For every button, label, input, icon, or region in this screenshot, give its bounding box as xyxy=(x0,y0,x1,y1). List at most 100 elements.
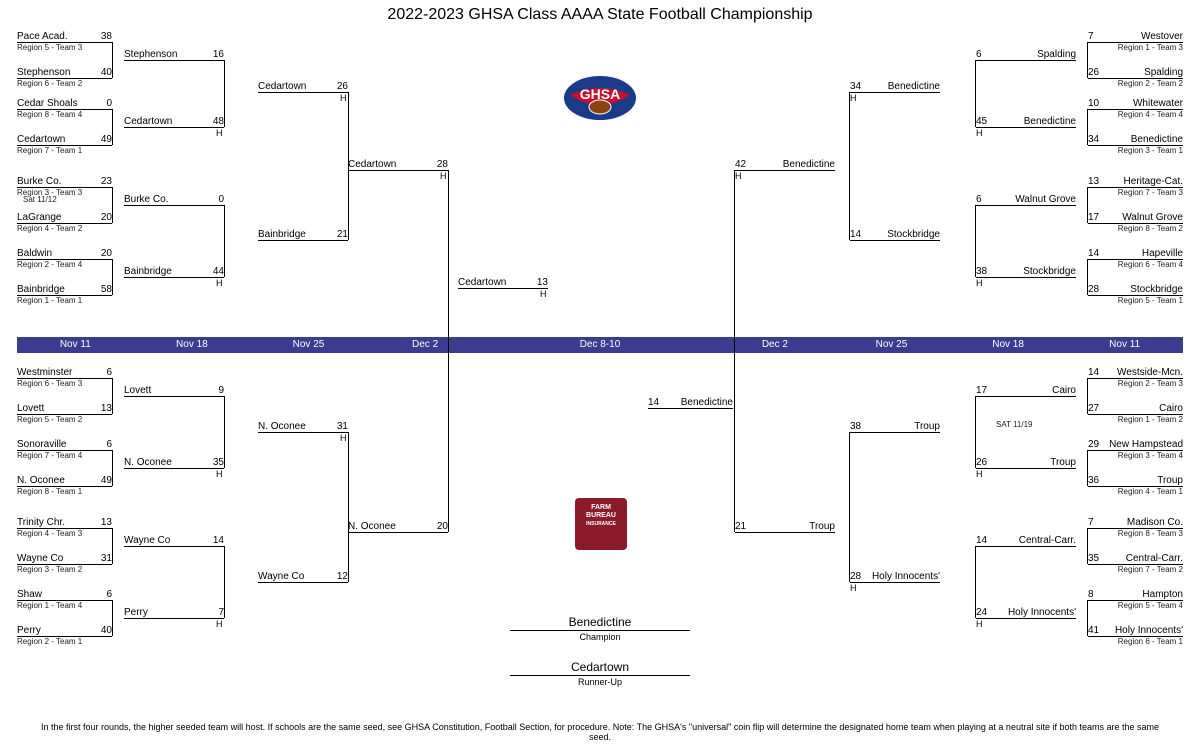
region-label: Region 6 - Team 1 xyxy=(1088,637,1183,646)
region-label: Region 1 - Team 4 xyxy=(17,601,112,610)
team-slot: N. Oconee35 xyxy=(124,456,224,469)
team-slot: Troup38 xyxy=(850,420,940,433)
champion-block: BenedictineChampion xyxy=(510,615,690,642)
team-slot: Benedictine42 xyxy=(735,158,835,171)
home-marker: H xyxy=(850,93,857,103)
team-slot: Madison Co.7 xyxy=(1088,516,1183,529)
home-marker: H xyxy=(976,619,983,629)
team-slot: Benedictine14 xyxy=(648,396,733,409)
region-label: Region 2 - Team 3 xyxy=(1088,379,1183,388)
home-marker: H xyxy=(340,93,347,103)
team-slot: Central-Carr.35 xyxy=(1088,552,1183,565)
team-slot: Troup36 xyxy=(1088,474,1183,487)
region-label: Region 3 - Team 4 xyxy=(1088,451,1183,460)
team-slot: Heritage-Cat.13 xyxy=(1088,175,1183,188)
region-label: Region 7 - Team 4 xyxy=(17,451,112,460)
team-slot: N. Oconee20 xyxy=(348,520,448,533)
home-marker: H xyxy=(216,128,223,138)
team-slot: Westminster6 xyxy=(17,366,112,379)
home-marker: H xyxy=(216,469,223,479)
team-slot: Whitewater10 xyxy=(1088,97,1183,110)
team-slot: Pace Acad.38 xyxy=(17,30,112,43)
team-slot: Troup26 xyxy=(976,456,1076,469)
home-marker: H xyxy=(340,433,347,443)
home-marker: H xyxy=(976,278,983,288)
team-slot: Benedictine34 xyxy=(1088,133,1183,146)
team-slot: Cairo17 xyxy=(976,384,1076,397)
region-label: Sat 11/12 xyxy=(23,195,103,204)
team-slot: Holy Innocents'24 xyxy=(976,606,1076,619)
team-slot: Perry40 xyxy=(17,624,112,637)
region-label: Region 6 - Team 3 xyxy=(17,379,112,388)
region-label: Region 5 - Team 4 xyxy=(1088,601,1183,610)
home-marker: H xyxy=(850,583,857,593)
team-slot: Baldwin20 xyxy=(17,247,112,260)
team-slot: Bainbridge44 xyxy=(124,265,224,278)
region-label: Region 4 - Team 1 xyxy=(1088,487,1183,496)
team-slot: Westside-Mcn.14 xyxy=(1088,366,1183,379)
region-label: Region 3 - Team 2 xyxy=(17,565,112,574)
footnote: In the first four rounds, the higher see… xyxy=(40,722,1160,742)
team-slot: Bainbridge58 xyxy=(17,283,112,296)
team-slot: Wayne Co14 xyxy=(124,534,224,547)
region-label: Region 8 - Team 2 xyxy=(1088,224,1183,233)
team-slot: Perry7 xyxy=(124,606,224,619)
team-slot: Hampton8 xyxy=(1088,588,1183,601)
region-label: Region 4 - Team 3 xyxy=(17,529,112,538)
team-slot: Shaw6 xyxy=(17,588,112,601)
team-slot: Troup21 xyxy=(735,520,835,533)
home-marker: H xyxy=(976,128,983,138)
region-label: Region 8 - Team 4 xyxy=(17,110,112,119)
team-slot: New Hampstead29 xyxy=(1088,438,1183,451)
team-slot: Walnut Grove6 xyxy=(976,193,1076,206)
team-slot: Central-Carr.14 xyxy=(976,534,1076,547)
team-slot: Burke Co.23 xyxy=(17,175,112,188)
team-slot: Cairo27 xyxy=(1088,402,1183,415)
region-label: Region 5 - Team 2 xyxy=(17,415,112,424)
team-slot: Cedartown49 xyxy=(17,133,112,146)
team-slot: Holy Innocents'28 xyxy=(850,570,940,583)
region-label: Region 2 - Team 2 xyxy=(1088,79,1183,88)
region-label: Region 5 - Team 1 xyxy=(1088,296,1183,305)
home-marker: H xyxy=(216,278,223,288)
team-slot: Stockbridge38 xyxy=(976,265,1076,278)
region-label: Region 4 - Team 4 xyxy=(1088,110,1183,119)
runnerup-block: CedartownRunner-Up xyxy=(510,660,690,687)
region-label: Region 8 - Team 1 xyxy=(17,487,112,496)
team-slot: Bainbridge21 xyxy=(258,228,348,241)
team-slot: Lovett13 xyxy=(17,402,112,415)
page-title: 2022-2023 GHSA Class AAAA State Football… xyxy=(0,6,1200,24)
team-slot: Holy Innocents'41 xyxy=(1088,624,1183,637)
team-slot: LaGrange20 xyxy=(17,211,112,224)
region-label: Region 4 - Team 2 xyxy=(17,224,112,233)
region-label: Region 8 - Team 3 xyxy=(1088,529,1183,538)
team-slot: N. Oconee49 xyxy=(17,474,112,487)
svg-text:GHSA: GHSA xyxy=(580,86,620,102)
region-label: Region 6 - Team 4 xyxy=(1088,260,1183,269)
team-slot: Hapeville14 xyxy=(1088,247,1183,260)
team-slot: Spalding6 xyxy=(976,48,1076,61)
team-slot: Benedictine45 xyxy=(976,115,1076,128)
team-slot: Cedartown26 xyxy=(258,80,348,93)
team-slot: Walnut Grove17 xyxy=(1088,211,1183,224)
home-marker: H xyxy=(735,171,742,181)
team-slot: Cedartown28 xyxy=(348,158,448,171)
ghsa-logo: GHSA xyxy=(560,63,640,138)
region-label: Region 2 - Team 1 xyxy=(17,637,112,646)
team-slot: Stephenson16 xyxy=(124,48,224,61)
home-marker: H xyxy=(540,289,547,299)
team-slot: Lovett9 xyxy=(124,384,224,397)
team-slot: Stephenson40 xyxy=(17,66,112,79)
team-slot: Cedartown48 xyxy=(124,115,224,128)
region-label: Region 2 - Team 4 xyxy=(17,260,112,269)
team-slot: Wayne Co31 xyxy=(17,552,112,565)
region-label: Region 1 - Team 1 xyxy=(17,296,112,305)
region-label: Region 7 - Team 1 xyxy=(17,146,112,155)
team-slot: Stockbridge28 xyxy=(1088,283,1183,296)
team-slot: Burke Co.0 xyxy=(124,193,224,206)
region-label: Region 7 - Team 3 xyxy=(1088,188,1183,197)
team-slot: N. Oconee31 xyxy=(258,420,348,433)
team-slot: Benedictine34 xyxy=(850,80,940,93)
team-slot: Trinity Chr.13 xyxy=(17,516,112,529)
home-marker: H xyxy=(440,171,447,181)
